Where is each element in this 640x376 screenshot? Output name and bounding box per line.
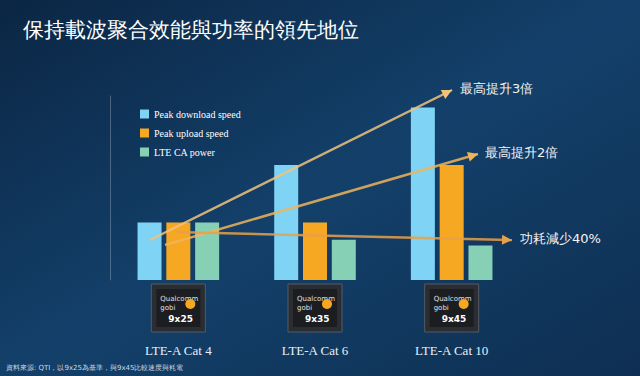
svg-text:LTE-A Cat 10: LTE-A Cat 10: [415, 343, 488, 358]
svg-text:9x25: 9x25: [168, 314, 193, 324]
svg-text:保持載波聚合效能與功率的領先地位: 保持載波聚合效能與功率的領先地位: [23, 18, 359, 42]
svg-text:資料來源: QTI，以9x25為基準，與9x45比較速度與耗: 資料來源: QTI，以9x25為基準，與9x45比較速度與耗電: [6, 364, 183, 372]
svg-text:最高提升2倍: 最高提升2倍: [485, 145, 558, 160]
svg-text:gobi: gobi: [434, 304, 449, 312]
svg-text:gobi: gobi: [160, 304, 175, 312]
svg-text:LTE-A Cat 6: LTE-A Cat 6: [282, 343, 349, 358]
svg-text:gobi: gobi: [297, 304, 312, 312]
svg-text:9x35: 9x35: [305, 314, 330, 324]
svg-text:LTE CA power: LTE CA power: [154, 147, 215, 158]
svg-text:9x45: 9x45: [442, 314, 467, 324]
svg-text:功耗減少40%: 功耗減少40%: [520, 231, 601, 246]
svg-text:Qualcomm: Qualcomm: [433, 294, 472, 303]
svg-text:LTE-A Cat 4: LTE-A Cat 4: [145, 343, 212, 358]
svg-text:Qualcomm: Qualcomm: [160, 294, 199, 303]
svg-text:Peak upload speed: Peak upload speed: [154, 128, 228, 139]
svg-text:Peak download speed: Peak download speed: [154, 109, 241, 120]
svg-text:最高提升3倍: 最高提升3倍: [460, 81, 533, 96]
svg-text:Qualcomm: Qualcomm: [297, 294, 335, 303]
